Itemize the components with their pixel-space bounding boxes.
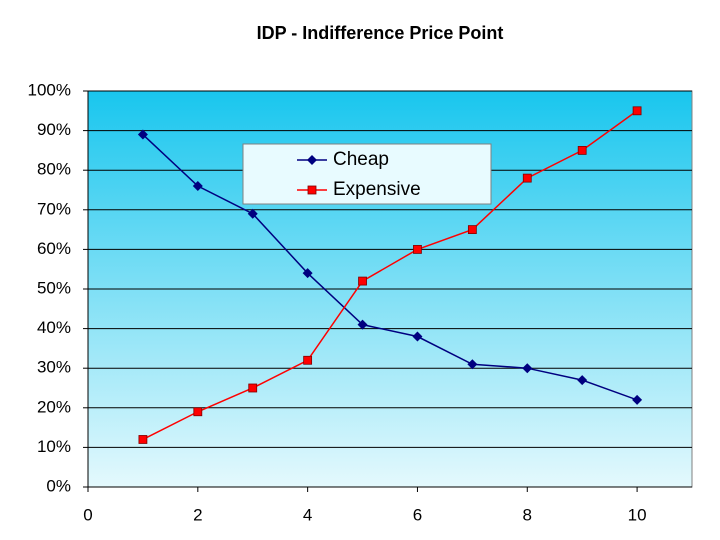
marker <box>632 106 642 116</box>
marker <box>577 145 587 155</box>
y-tick-label: 10% <box>37 437 71 456</box>
marker <box>302 268 313 279</box>
marker <box>247 208 258 219</box>
marker <box>632 394 643 405</box>
legend-label: Cheap <box>333 149 389 170</box>
marker <box>138 435 148 444</box>
marker <box>577 375 588 386</box>
marker <box>412 331 423 342</box>
x-tick-label: 2 <box>193 505 202 524</box>
marker <box>467 225 477 235</box>
y-tick-label: 70% <box>37 199 71 218</box>
x-tick-label: 6 <box>413 505 422 524</box>
y-tick-label: 80% <box>37 160 71 179</box>
legend <box>242 143 492 205</box>
marker <box>192 181 203 192</box>
marker <box>193 407 203 417</box>
marker <box>307 155 317 165</box>
y-tick-label: 100% <box>28 80 71 99</box>
marker <box>467 359 478 370</box>
y-tick-label: 50% <box>37 278 71 297</box>
y-tick-label: 60% <box>37 239 71 258</box>
x-tick-label: 8 <box>523 505 532 524</box>
y-tick-label: 20% <box>37 397 71 416</box>
x-tick-label: 4 <box>303 505 312 524</box>
series-line <box>142 134 638 401</box>
marker <box>522 363 533 374</box>
marker <box>357 319 368 330</box>
y-tick-label: 30% <box>37 358 71 377</box>
marker <box>248 383 258 393</box>
marker <box>413 244 422 254</box>
x-tick-label: 10 <box>628 505 647 524</box>
chart-title: IDP - Indifference Price Point <box>257 23 504 43</box>
marker <box>137 129 148 140</box>
series-line <box>142 110 638 441</box>
x-tick-label: 0 <box>83 505 92 524</box>
marker <box>522 173 532 183</box>
y-tick-label: 90% <box>37 120 71 139</box>
y-tick-label: 40% <box>37 318 71 337</box>
marker <box>303 355 313 365</box>
marker <box>358 276 367 286</box>
y-tick-label: 0% <box>46 476 71 495</box>
marker <box>307 185 317 195</box>
legend-label: Expensive <box>333 179 421 200</box>
